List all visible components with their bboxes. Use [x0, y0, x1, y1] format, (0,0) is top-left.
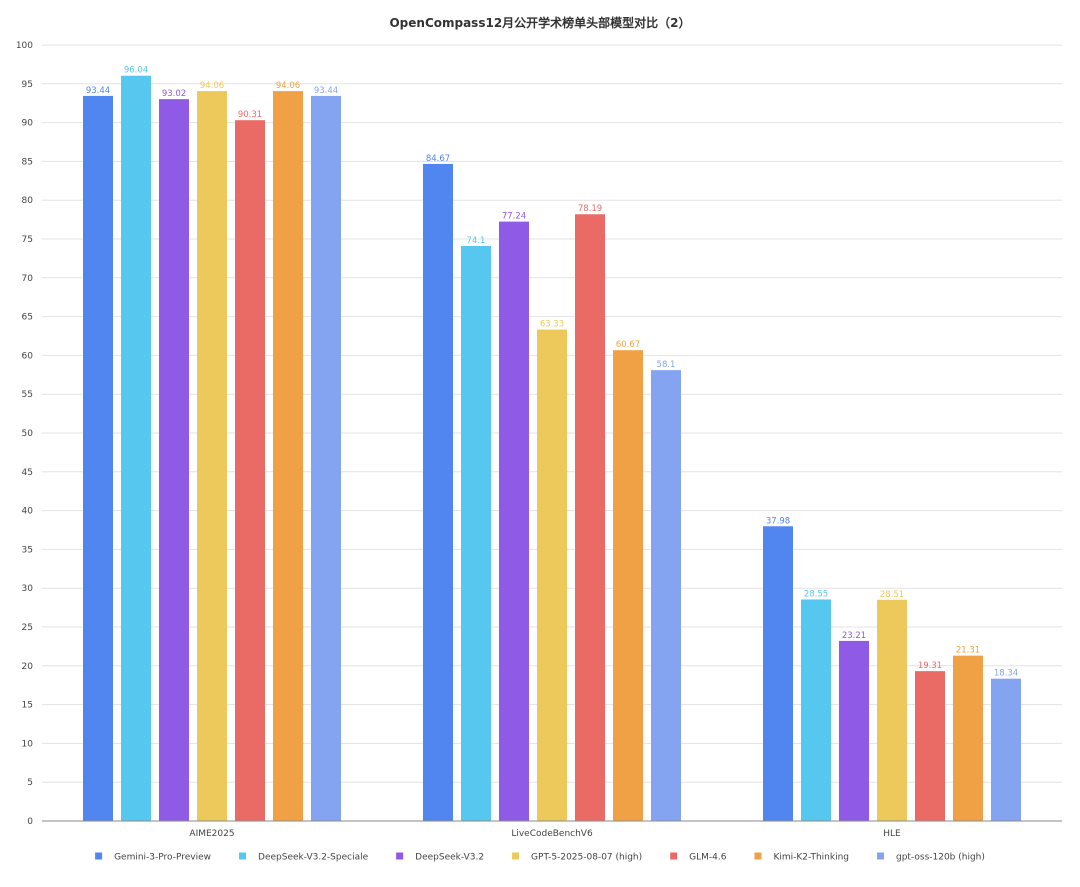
data-label: 74.1 [467, 236, 486, 246]
x-tick-label: AIME2025 [189, 829, 234, 839]
legend-label: DeepSeek-V3.2 [415, 853, 484, 863]
y-tick-label: 25 [22, 623, 33, 633]
legend-swatch [95, 852, 103, 860]
y-tick-label: 15 [22, 701, 33, 711]
bar [235, 120, 265, 821]
bar [423, 163, 453, 821]
data-label: 94.06 [200, 81, 224, 91]
y-tick-label: 100 [16, 41, 33, 51]
y-tick-label: 50 [22, 429, 34, 439]
y-tick-label: 55 [22, 390, 33, 400]
data-label: 58.1 [657, 360, 676, 370]
axis-layer: 0 5 10 15 20 25 30 35 40 45 50 55 60 65 70 75 80 85 90 95 10… [16, 41, 1062, 839]
chart-title: OpenCompass12月公开学术榜单头部模型对比（2） [389, 16, 691, 30]
bar [877, 599, 907, 821]
y-tick-label: 10 [22, 739, 34, 749]
bar [121, 75, 151, 821]
y-tick-label: 60 [22, 351, 34, 361]
bar [801, 599, 831, 821]
data-labels-layer: 93.44 96.04 93.02 94.06 90.31 94.06 93.44 84.67… [86, 66, 1018, 679]
data-label: 19.31 [918, 661, 942, 671]
y-tick-label: 75 [22, 235, 33, 245]
bar [763, 526, 793, 821]
data-label: 77.24 [502, 212, 526, 222]
data-label: 84.67 [426, 154, 450, 164]
data-label: 28.51 [880, 590, 904, 600]
legend-swatch [396, 852, 404, 860]
legend-label: GPT-5-2025-08-07 (high) [531, 853, 642, 863]
y-tick-label: 70 [22, 274, 34, 284]
y-tick-label: 95 [22, 80, 33, 90]
legend-swatch [239, 852, 247, 860]
data-label: 37.98 [766, 516, 790, 526]
bar [461, 245, 491, 821]
x-tick-label: LiveCodeBenchV6 [511, 829, 593, 839]
legend: Gemini-3-Pro-Preview DeepSeek-V3.2-Specia… [95, 852, 985, 863]
y-tick-label: 80 [22, 196, 34, 206]
legend-label: DeepSeek-V3.2-Speciale [258, 853, 369, 863]
y-tick-label: 35 [22, 545, 33, 555]
data-label: 23.21 [842, 631, 866, 641]
data-label: 18.34 [994, 669, 1018, 679]
legend-label: Kimi-K2-Thinking [773, 853, 849, 863]
y-tick-label: 5 [27, 778, 33, 788]
bar [159, 99, 189, 822]
bar [651, 370, 681, 821]
data-label: 28.55 [804, 589, 828, 599]
y-tick-label: 85 [22, 157, 33, 167]
data-label: 93.44 [314, 86, 338, 96]
y-tick-label: 0 [27, 817, 33, 827]
data-label: 21.31 [956, 646, 980, 656]
legend-swatch [512, 852, 520, 860]
legend-swatch [877, 852, 885, 860]
legend-label: gpt-oss-120b (high) [896, 853, 985, 863]
bar [953, 655, 983, 821]
data-label: 78.19 [578, 204, 602, 214]
bars-layer [83, 75, 1021, 822]
bar [991, 678, 1021, 821]
legend-label: Gemini-3-Pro-Preview [114, 853, 211, 863]
y-tick-label: 30 [22, 584, 34, 594]
bar [537, 329, 567, 821]
legend-swatch [754, 852, 762, 860]
x-tick-label: HLE [883, 829, 901, 839]
bar [839, 640, 869, 821]
bar [613, 350, 643, 821]
y-tick-label: 65 [22, 313, 33, 323]
bar [499, 221, 529, 821]
data-label: 90.31 [238, 110, 262, 120]
bar [83, 95, 113, 822]
bar [197, 91, 227, 821]
y-tick-label: 45 [22, 468, 33, 478]
y-tick-label: 90 [22, 119, 34, 129]
y-tick-label: 40 [22, 507, 34, 517]
legend-swatch [670, 852, 678, 860]
bar [575, 214, 605, 821]
data-label: 60.67 [616, 340, 640, 350]
data-label: 96.04 [124, 66, 148, 76]
data-label: 93.02 [162, 89, 186, 99]
legend-label: GLM-4.6 [689, 853, 727, 863]
bar [311, 95, 341, 822]
data-label: 93.44 [86, 86, 110, 96]
data-label: 94.06 [276, 81, 300, 91]
bar [915, 671, 945, 821]
data-label: 63.33 [540, 320, 564, 330]
bar [273, 91, 303, 821]
y-tick-label: 20 [22, 662, 34, 672]
